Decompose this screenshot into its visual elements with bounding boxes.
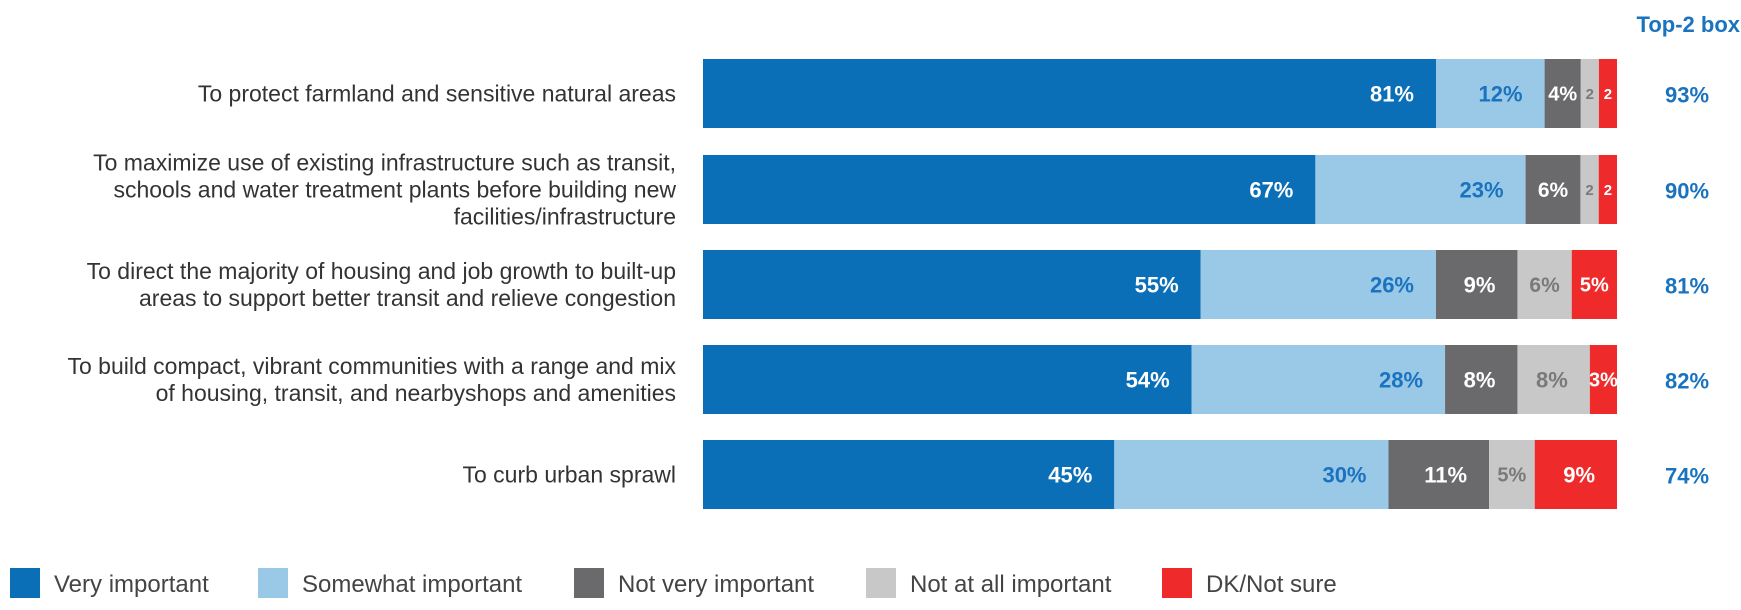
bar-segment — [1598, 155, 1617, 224]
category-label: To curb urban sprawl — [463, 462, 677, 488]
bar-segment — [1571, 250, 1617, 319]
top2-header: Top-2 box — [1637, 12, 1741, 37]
segment-value-label: 55% — [1135, 272, 1179, 297]
category-label: To direct the majority of housing and jo… — [87, 258, 676, 311]
bar-segment — [1200, 250, 1437, 319]
segment-value-label: 9% — [1464, 272, 1496, 297]
legend-swatch — [1162, 568, 1192, 598]
bar-segment — [1517, 345, 1590, 414]
category-label: To maximize use of existing infrastructu… — [93, 150, 676, 230]
legend-swatch — [258, 568, 288, 598]
bar-row: To build compact, vibrant communities wi… — [67, 345, 1709, 414]
category-label-line: facilities/infrastructure — [454, 204, 676, 230]
bar-segment — [1388, 440, 1490, 509]
segment-value-label: 8% — [1536, 367, 1568, 392]
bar-row: To maximize use of existing infrastructu… — [93, 150, 1709, 230]
segment-value-label: 12% — [1479, 81, 1523, 106]
category-label-line: of housing, transit, and nearbyshops and… — [156, 380, 676, 406]
bar-segment — [1534, 440, 1617, 509]
legend-swatch — [574, 568, 604, 598]
category-label-line: To protect farmland and sensitive natura… — [198, 81, 676, 107]
segment-value-label: 9% — [1563, 462, 1595, 487]
legend-label: Not at all important — [910, 571, 1112, 598]
segment-value-label: 8% — [1464, 367, 1496, 392]
legend-item: DK/Not sure — [1162, 568, 1337, 598]
bar-segment — [1436, 250, 1518, 319]
legend-label: DK/Not sure — [1206, 571, 1337, 598]
legend-item: Not very important — [574, 568, 814, 598]
segment-value-label: 67% — [1249, 177, 1293, 202]
legend-swatch — [866, 568, 896, 598]
segment-value-label: 11% — [1424, 462, 1467, 487]
chart-rows: To protect farmland and sensitive natura… — [67, 59, 1709, 509]
category-label: To build compact, vibrant communities wi… — [67, 353, 676, 406]
segment-value-label: 54% — [1126, 367, 1170, 392]
segment-value-label: 81% — [1370, 81, 1414, 106]
legend: Very important Somewhat important Not very… — [10, 568, 1337, 598]
bar-segment — [703, 155, 1316, 224]
bar-segment — [703, 440, 1115, 509]
category-label-line: schools and water treatment plants befor… — [113, 177, 676, 203]
segment-value-label: 23% — [1460, 177, 1504, 202]
segment-value-label: 30% — [1322, 462, 1366, 487]
segment-value-label: 6% — [1538, 179, 1569, 202]
top2-value: 81% — [1665, 274, 1709, 299]
category-label-line: To maximize use of existing infrastructu… — [93, 150, 676, 176]
bar-segment — [703, 345, 1192, 414]
bar-segment — [1544, 59, 1581, 128]
category-label-line: To build compact, vibrant communities wi… — [67, 353, 676, 379]
segment-value-label: 5% — [1580, 275, 1609, 297]
category-label-line: areas to support better transit and reli… — [139, 285, 676, 311]
segment-value-label: 2 — [1586, 86, 1594, 103]
segment-value-label: 4% — [1548, 84, 1577, 106]
bar-segment — [1589, 345, 1617, 414]
segment-value-label: 2 — [1585, 182, 1593, 199]
bar-segment — [1598, 59, 1617, 128]
legend-swatch — [10, 568, 40, 598]
bar-segment — [703, 59, 1437, 128]
segment-value-label: 45% — [1048, 462, 1092, 487]
bar-segment — [1191, 345, 1446, 414]
bar-row: To direct the majority of housing and jo… — [87, 250, 1709, 319]
segment-value-label: 2 — [1604, 182, 1612, 199]
bar-segment — [1517, 250, 1572, 319]
bar-segment — [1489, 440, 1535, 509]
top2-value: 82% — [1665, 369, 1709, 394]
legend-item: Very important — [10, 568, 209, 598]
legend-label: Somewhat important — [302, 571, 522, 598]
category-label-line: To curb urban sprawl — [463, 462, 677, 488]
bar-segment — [1525, 155, 1581, 224]
legend-label: Very important — [54, 571, 209, 598]
top2-value: 93% — [1665, 83, 1709, 108]
bar-segment — [1580, 59, 1599, 128]
bar-segment — [1580, 155, 1599, 224]
bar-segment — [1114, 440, 1389, 509]
legend-item: Somewhat important — [258, 568, 522, 598]
bar-segment — [1315, 155, 1526, 224]
segment-value-label: 3% — [1589, 370, 1618, 392]
top2-value: 74% — [1665, 464, 1709, 489]
legend-item: Not at all important — [866, 568, 1112, 598]
segment-value-label: 2 — [1604, 86, 1612, 103]
category-label: To protect farmland and sensitive natura… — [198, 81, 676, 107]
segment-value-label: 6% — [1529, 274, 1560, 297]
bar-row: To protect farmland and sensitive natura… — [198, 59, 1709, 128]
segment-value-label: 26% — [1370, 272, 1414, 297]
bar-segment — [703, 250, 1201, 319]
segment-value-label: 5% — [1497, 465, 1526, 487]
bar-segment — [1445, 345, 1518, 414]
top2-value: 90% — [1665, 179, 1709, 204]
category-label-line: To direct the majority of housing and jo… — [87, 258, 676, 284]
legend-label: Not very important — [618, 571, 814, 598]
bar-row: To curb urban sprawl 45% 30% 11% 5% 9% 74% — [463, 440, 1709, 509]
segment-value-label: 28% — [1379, 367, 1423, 392]
bar-segment — [1436, 59, 1545, 128]
